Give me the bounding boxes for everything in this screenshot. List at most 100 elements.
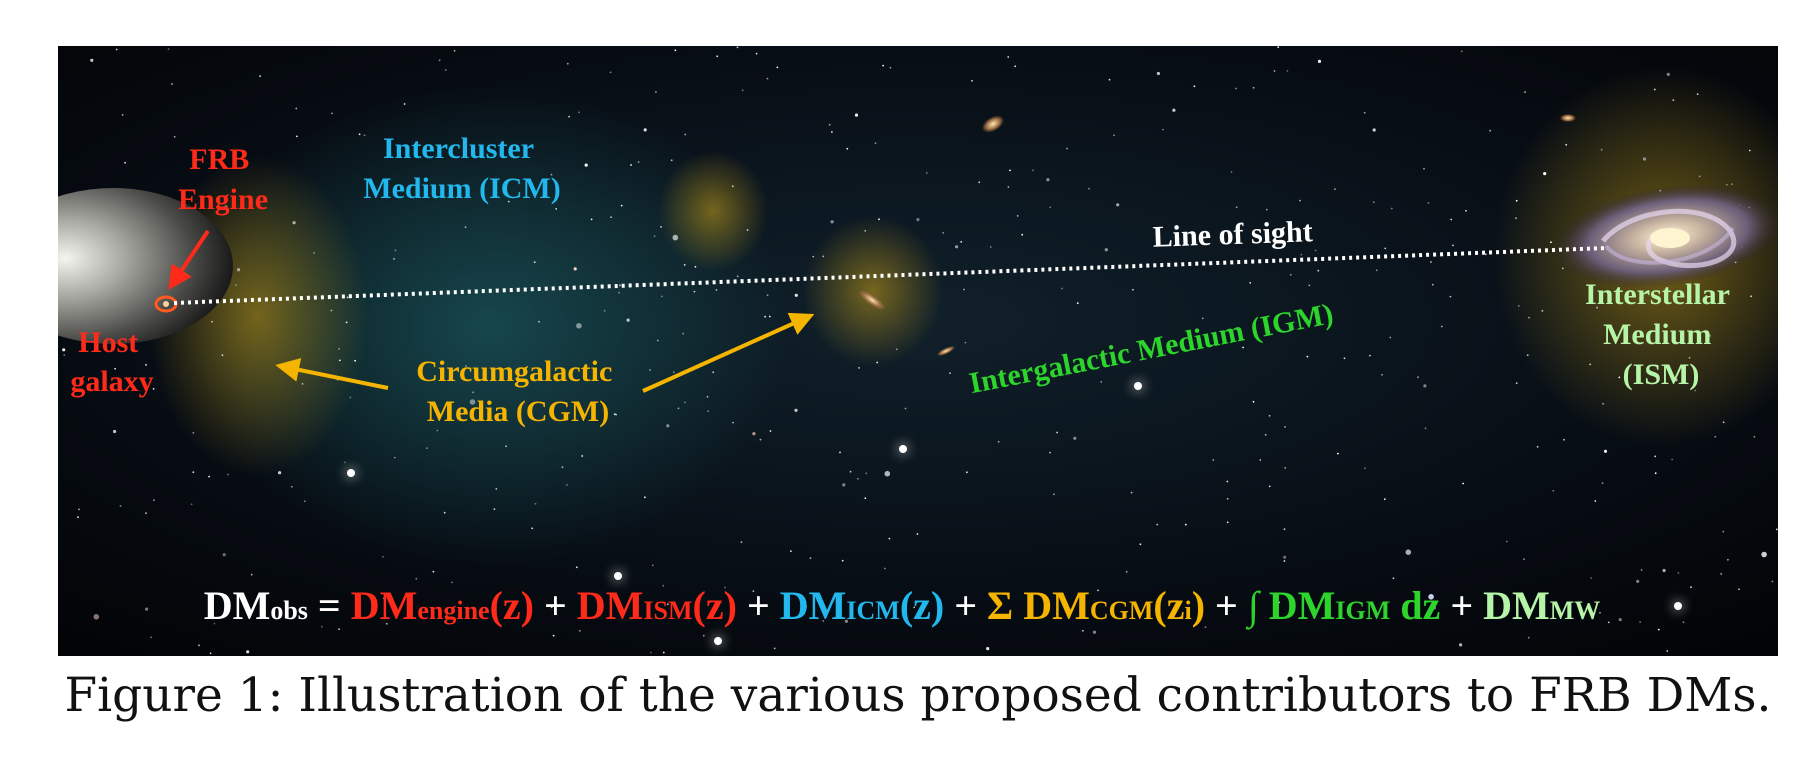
star	[303, 500, 306, 503]
star	[1317, 59, 1322, 63]
star	[585, 368, 588, 371]
star	[1563, 438, 1565, 441]
star	[1771, 580, 1774, 583]
star	[1306, 355, 1309, 358]
star	[1666, 72, 1670, 76]
star	[1654, 455, 1657, 458]
star	[1565, 143, 1568, 146]
star	[436, 429, 439, 432]
star	[1639, 621, 1641, 623]
star	[90, 58, 94, 62]
star	[1528, 316, 1530, 319]
star	[1640, 569, 1643, 571]
star	[363, 134, 366, 137]
star	[1596, 306, 1598, 309]
star	[864, 497, 867, 499]
star	[682, 332, 685, 335]
star	[1450, 218, 1453, 221]
star	[740, 541, 743, 543]
star	[1369, 354, 1371, 357]
star	[1707, 334, 1711, 338]
star	[874, 142, 877, 144]
star	[865, 472, 868, 475]
star	[1602, 402, 1604, 405]
star	[1517, 305, 1520, 307]
star	[403, 103, 406, 105]
star	[1653, 88, 1656, 91]
star	[453, 49, 456, 52]
star	[211, 320, 213, 323]
star	[656, 339, 659, 342]
star	[876, 361, 879, 364]
star	[672, 234, 679, 241]
star	[764, 315, 766, 318]
star	[1201, 317, 1204, 320]
star	[590, 218, 593, 221]
figure-caption: Figure 1: Illustration of the various pr…	[64, 668, 1772, 723]
star	[152, 388, 155, 390]
star	[1113, 134, 1115, 137]
star	[1204, 626, 1207, 628]
dm-cgm-term: Σ	[987, 583, 1023, 628]
star	[822, 255, 825, 258]
star	[338, 628, 340, 631]
star	[942, 232, 945, 234]
star	[1273, 70, 1276, 72]
star	[889, 66, 892, 69]
star	[812, 255, 815, 258]
star	[1343, 357, 1346, 360]
star	[694, 265, 697, 268]
star	[555, 208, 558, 210]
star	[854, 113, 859, 117]
star	[768, 315, 771, 318]
cgm-arrow-left	[275, 358, 389, 390]
star	[1193, 85, 1196, 88]
star	[649, 369, 651, 371]
star	[615, 413, 617, 416]
star	[124, 161, 126, 164]
star	[1283, 528, 1286, 531]
star	[150, 636, 152, 639]
star	[395, 194, 397, 197]
star	[670, 159, 673, 162]
star	[1016, 215, 1019, 217]
star	[630, 164, 632, 166]
star	[1116, 203, 1120, 207]
star	[550, 173, 553, 176]
star	[1226, 480, 1229, 483]
star	[465, 365, 467, 367]
star	[349, 396, 352, 399]
star	[746, 229, 749, 231]
star	[1389, 336, 1392, 339]
star	[209, 652, 212, 655]
star	[1132, 288, 1134, 291]
star	[575, 566, 578, 569]
star	[330, 309, 333, 312]
star	[1268, 485, 1271, 488]
star	[1265, 208, 1268, 211]
star	[1677, 572, 1680, 574]
star	[637, 161, 640, 163]
star	[1550, 241, 1552, 244]
star	[1284, 616, 1287, 619]
star	[1674, 378, 1678, 382]
star	[610, 216, 612, 219]
star	[237, 268, 241, 272]
star	[211, 617, 214, 620]
star	[986, 647, 990, 651]
star	[1527, 636, 1530, 639]
star	[1424, 427, 1427, 430]
star	[752, 432, 756, 436]
star	[667, 603, 669, 606]
star	[533, 261, 536, 264]
star	[716, 55, 719, 58]
star	[1167, 348, 1170, 351]
star	[831, 131, 833, 133]
star	[119, 505, 122, 507]
star	[224, 204, 228, 209]
small-galaxy	[982, 115, 1004, 133]
star	[964, 341, 967, 344]
star	[1156, 523, 1159, 526]
star	[1268, 414, 1271, 417]
cgm-glow-left	[658, 151, 768, 271]
